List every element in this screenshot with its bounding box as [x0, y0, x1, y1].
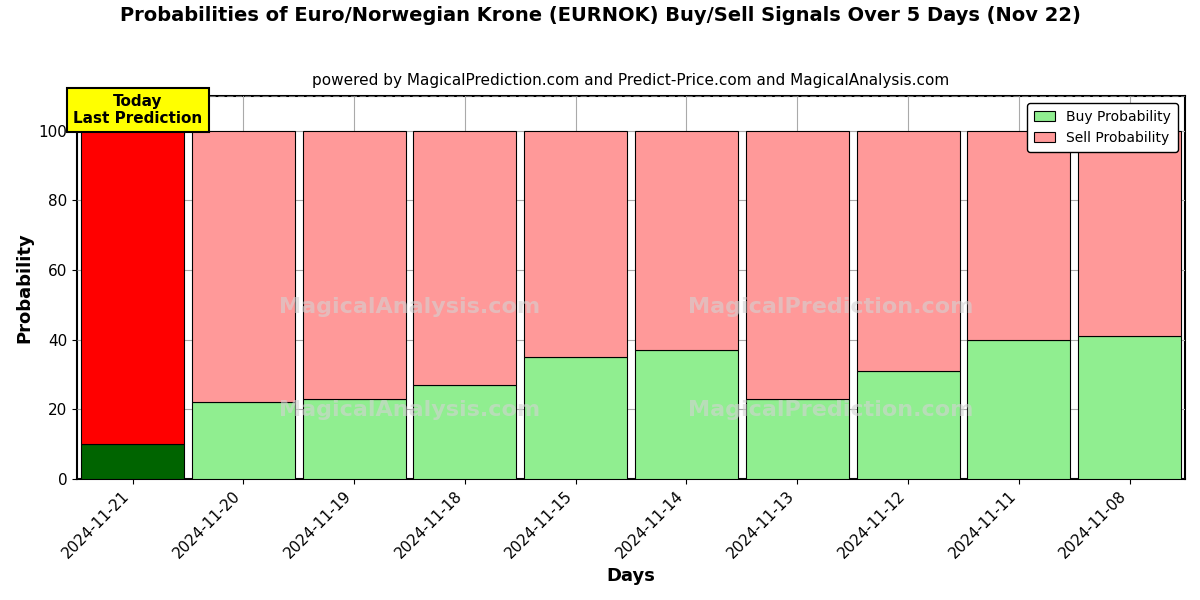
Y-axis label: Probability: Probability — [14, 232, 32, 343]
Bar — [745, 399, 848, 479]
Bar — [524, 131, 628, 357]
Bar — [524, 357, 628, 479]
Bar — [745, 131, 848, 399]
Bar — [1078, 131, 1181, 336]
Bar — [635, 350, 738, 479]
Bar — [302, 131, 406, 399]
Bar — [1078, 336, 1181, 479]
Bar — [857, 371, 960, 479]
Bar — [413, 385, 516, 479]
Bar — [413, 131, 516, 385]
Text: MagicalAnalysis.com: MagicalAnalysis.com — [278, 400, 540, 420]
Text: MagicalPrediction.com: MagicalPrediction.com — [688, 296, 973, 317]
Bar — [82, 444, 184, 479]
Bar — [635, 131, 738, 350]
Title: powered by MagicalPrediction.com and Predict-Price.com and MagicalAnalysis.com: powered by MagicalPrediction.com and Pre… — [312, 73, 949, 88]
Text: MagicalPrediction.com: MagicalPrediction.com — [688, 400, 973, 420]
Bar — [82, 131, 184, 444]
Legend: Buy Probability, Sell Probability: Buy Probability, Sell Probability — [1027, 103, 1178, 152]
Text: Probabilities of Euro/Norwegian Krone (EURNOK) Buy/Sell Signals Over 5 Days (Nov: Probabilities of Euro/Norwegian Krone (E… — [120, 6, 1080, 25]
Bar — [192, 402, 295, 479]
Bar — [857, 131, 960, 371]
Text: MagicalAnalysis.com: MagicalAnalysis.com — [278, 296, 540, 317]
Bar — [192, 131, 295, 402]
Bar — [967, 340, 1070, 479]
Text: Today
Last Prediction: Today Last Prediction — [73, 94, 203, 126]
Bar — [967, 131, 1070, 340]
X-axis label: Days: Days — [607, 567, 655, 585]
Bar — [302, 399, 406, 479]
